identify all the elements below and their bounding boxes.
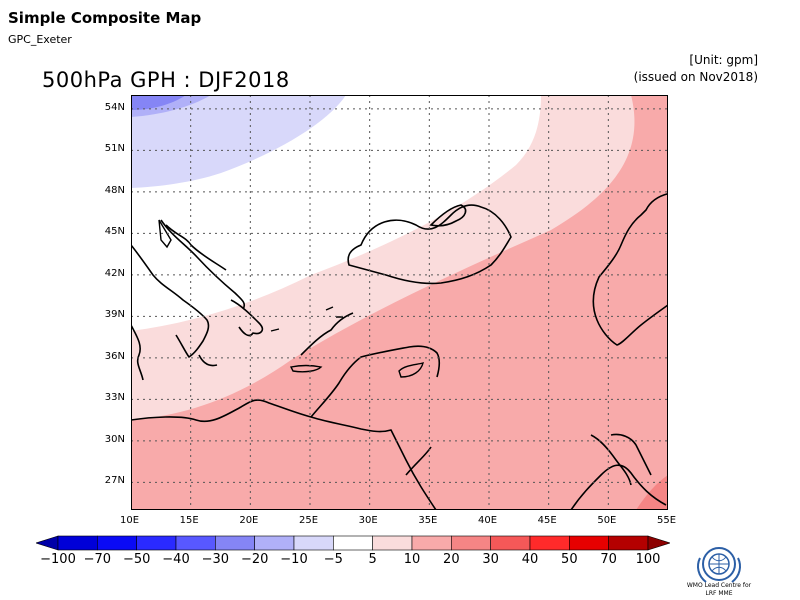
lon-tick-label: 35E [418, 515, 438, 526]
anomaly-region-pos10 [131, 95, 668, 510]
colorbar-label: 40 [521, 552, 539, 567]
lon-tick-label: 50E [597, 515, 617, 526]
colorbar-bin [293, 535, 334, 551]
map-title: 500hPa GPH : DJF2018 [42, 68, 290, 92]
cyprus-coast [398, 362, 424, 378]
colorbar-label: −40 [162, 552, 190, 567]
colorbar-high-arrow [647, 535, 670, 551]
anomaly-region-neg10 [131, 95, 346, 188]
colorbar-bin [529, 535, 570, 551]
map-frame [131, 95, 668, 510]
app-title: Simple Composite Map [8, 9, 202, 27]
colorbar-bin [136, 535, 177, 551]
aegean-islands [270, 306, 343, 332]
colorbar-bin [215, 535, 255, 551]
logo-text-line1: WMO Lead Centre for [686, 582, 752, 589]
colorbar-label: 5 [368, 552, 377, 567]
colorbar-label: 50 [561, 552, 578, 567]
crete-coast [289, 364, 323, 373]
colorbar-bin [57, 535, 98, 551]
colorbar-bin [372, 535, 413, 551]
lat-tick-label: 54N [104, 101, 125, 113]
lat-tick-label: 39N [104, 309, 125, 321]
lat-tick-label: 27N [104, 475, 125, 487]
lat-tick-label: 51N [104, 143, 125, 155]
lon-tick-label: 45E [537, 515, 557, 526]
colorbar-label: 30 [482, 552, 499, 567]
subtitle: GPC_Exeter [8, 33, 72, 46]
colorbar-bin [569, 535, 609, 551]
lon-tick-label: 15E [179, 515, 199, 526]
colorbar-label: 100 [635, 552, 661, 567]
lat-tick-label: 42N [104, 267, 125, 279]
unit-label: [Unit: gpm] [689, 53, 758, 67]
colorbar-bin [490, 535, 531, 551]
black-sea-coast [347, 204, 512, 285]
colorbar-label: 70 [600, 552, 617, 567]
colorbar-label: −70 [83, 552, 112, 567]
lat-tick-label: 36N [104, 350, 125, 362]
colorbar-low-arrow [36, 535, 59, 551]
lon-tick-label: 10E [120, 515, 140, 526]
lon-tick-label: 30E [358, 515, 378, 526]
colorbar-bin [97, 535, 137, 551]
wmo-logo-icon [697, 547, 741, 583]
colorbar [36, 535, 670, 551]
lat-tick-label: 30N [104, 433, 125, 445]
colorbar-bin [451, 535, 491, 551]
colorbar-label: −100 [40, 552, 76, 567]
colorbar-bin [175, 535, 216, 551]
colorbar-bin [608, 535, 649, 551]
azov-sea-coast [429, 204, 467, 227]
lon-tick-label: 40E [478, 515, 498, 526]
lat-tick-label: 45N [104, 226, 125, 238]
lon-tick-label: 55E [657, 515, 677, 526]
lon-tick-label: 25E [299, 515, 319, 526]
logo-text-line2: LRF MME [705, 590, 733, 597]
colorbar-label: −50 [122, 552, 151, 567]
lat-tick-label: 48N [104, 184, 125, 196]
colorbar-bin [411, 535, 452, 551]
colorbar-label: −30 [201, 552, 230, 567]
colorbar-label: 20 [443, 552, 460, 567]
colorbar-label: −10 [280, 552, 308, 567]
colorbar-bin [254, 535, 295, 551]
colorbar-bin [333, 535, 373, 551]
anomaly-region-neg30 [131, 95, 186, 110]
colorbar-label: −5 [323, 552, 343, 567]
composite-map [131, 95, 668, 510]
colorbar-label: 10 [403, 552, 421, 567]
issued-label: (issued on Nov2018) [633, 70, 758, 84]
colorbar-label: −20 [240, 552, 269, 567]
lon-tick-label: 20E [239, 515, 259, 526]
lat-tick-label: 33N [104, 392, 125, 404]
